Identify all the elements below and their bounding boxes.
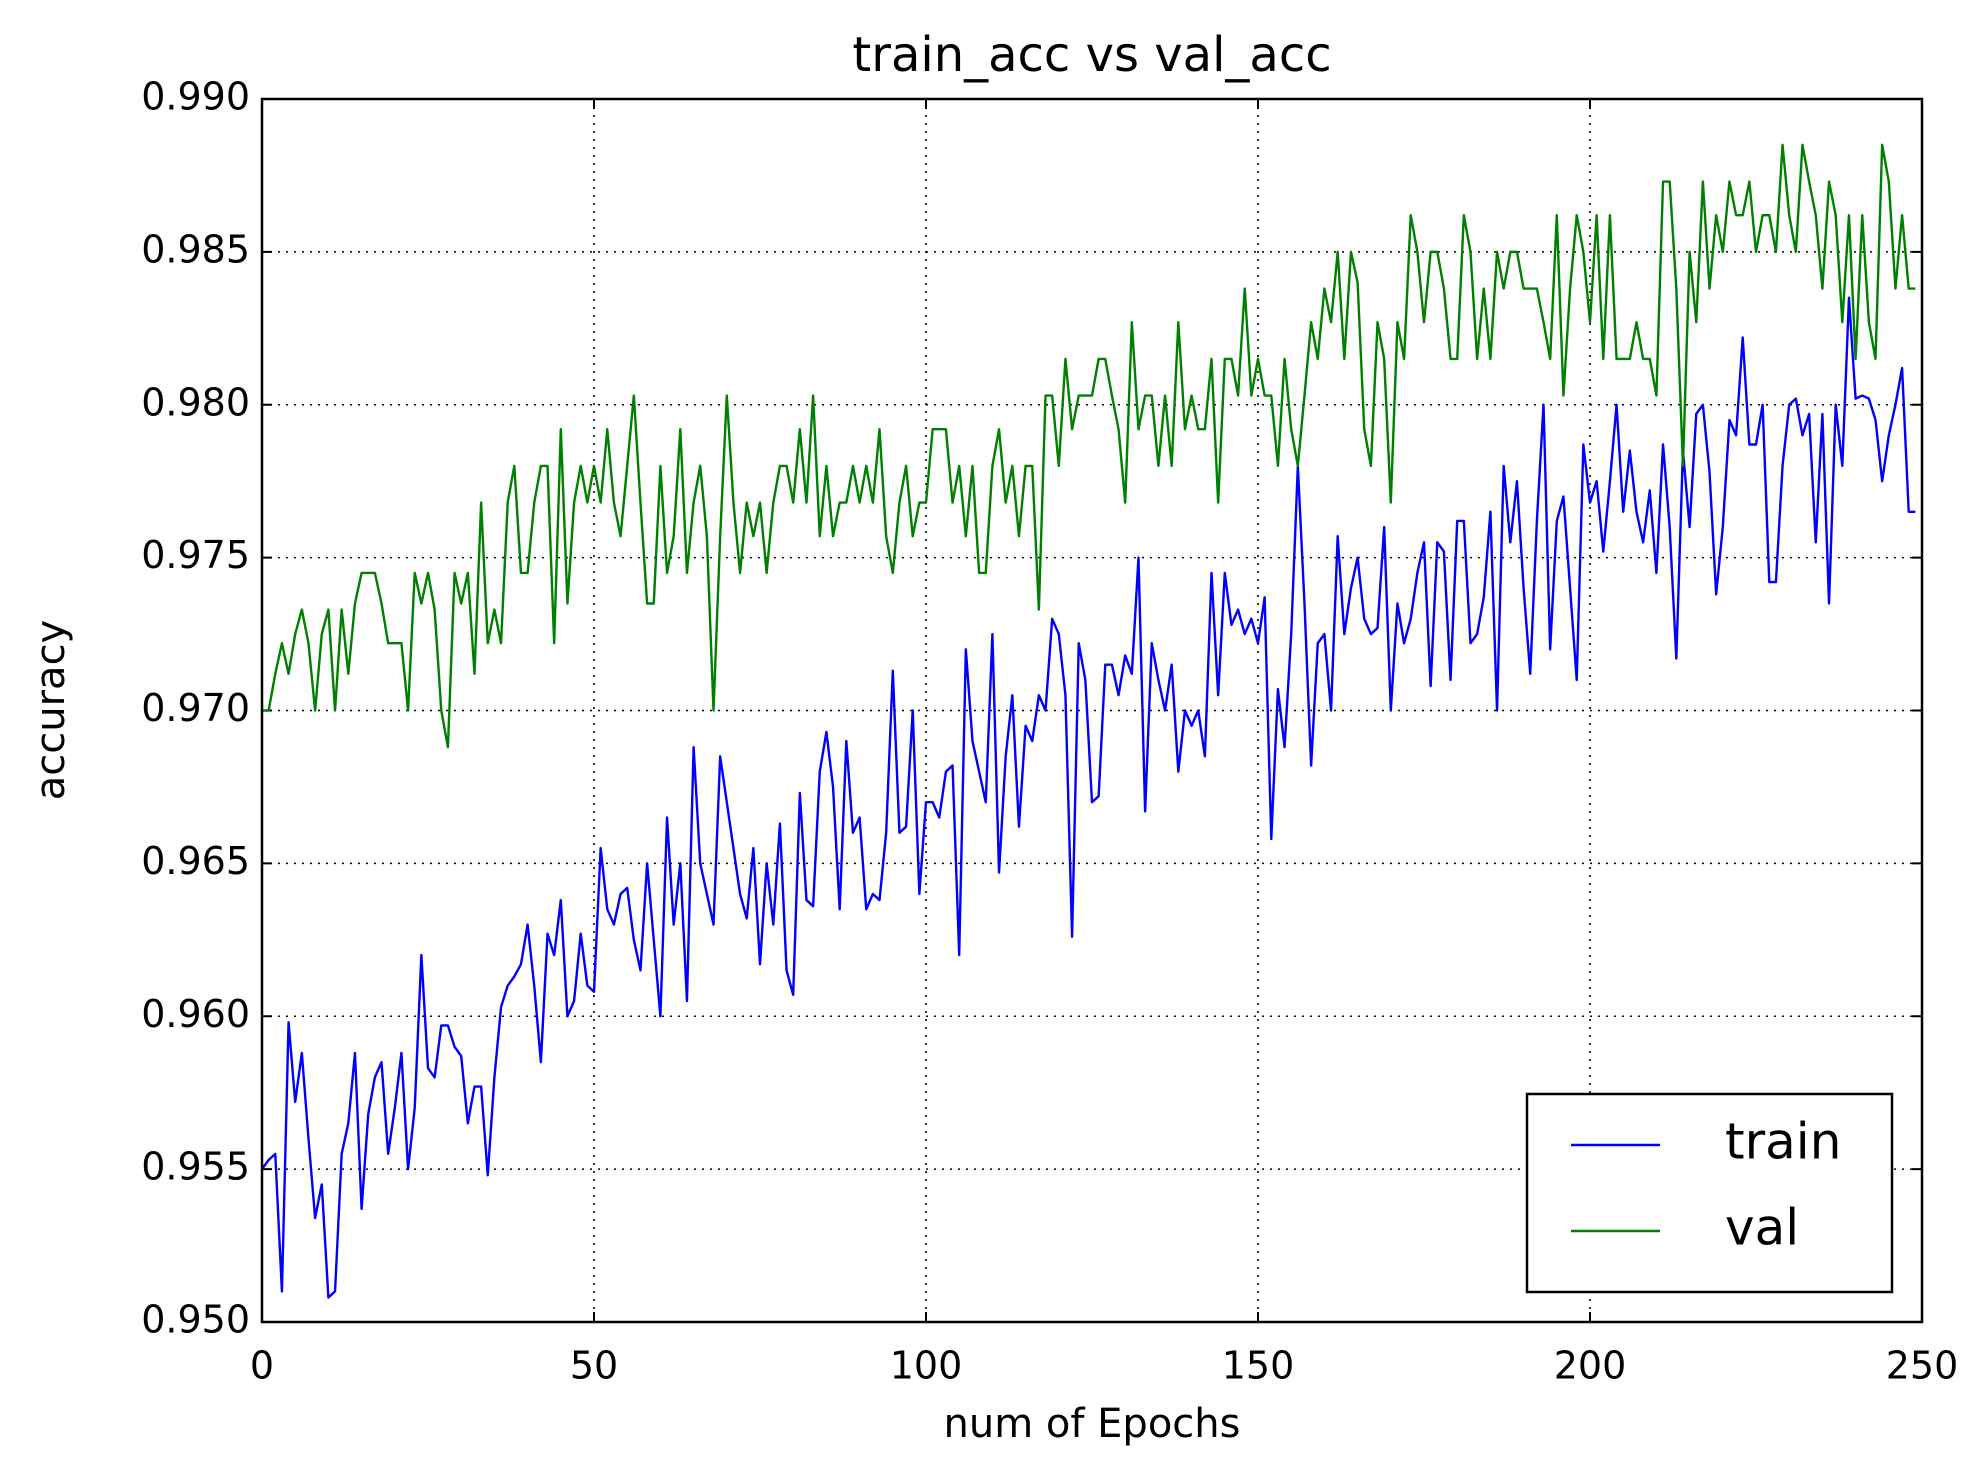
chart-title: train_acc vs val_acc xyxy=(852,27,1331,83)
x-tick-label: 250 xyxy=(1886,1344,1959,1388)
y-tick-label: 0.965 xyxy=(141,839,250,883)
x-tick-label: 150 xyxy=(1222,1344,1295,1388)
x-tick-label: 200 xyxy=(1554,1344,1627,1388)
legend-label: train xyxy=(1725,1113,1841,1171)
y-axis-label: accuracy xyxy=(28,620,74,800)
y-tick-label: 0.980 xyxy=(141,380,250,424)
plot-frame xyxy=(260,97,1924,1324)
y-tick-label: 0.985 xyxy=(141,227,250,271)
series-line xyxy=(261,296,1916,1299)
series-line xyxy=(262,143,1916,749)
y-tick-label: 0.950 xyxy=(141,1298,250,1342)
x-tick-label: 50 xyxy=(570,1344,618,1388)
x-tick-label: 0 xyxy=(250,1344,274,1388)
y-tick-label: 0.970 xyxy=(141,686,250,730)
legend-label: val xyxy=(1725,1199,1799,1257)
y-tick-label: 0.955 xyxy=(141,1145,250,1189)
x-axis-label: num of Epochs xyxy=(944,1401,1241,1447)
y-tick-label: 0.975 xyxy=(141,533,250,577)
y-tick-label: 0.990 xyxy=(141,75,250,119)
legend-box xyxy=(1525,1092,1894,1294)
y-tick-label: 0.960 xyxy=(141,992,250,1036)
x-tick-label: 100 xyxy=(890,1344,963,1388)
